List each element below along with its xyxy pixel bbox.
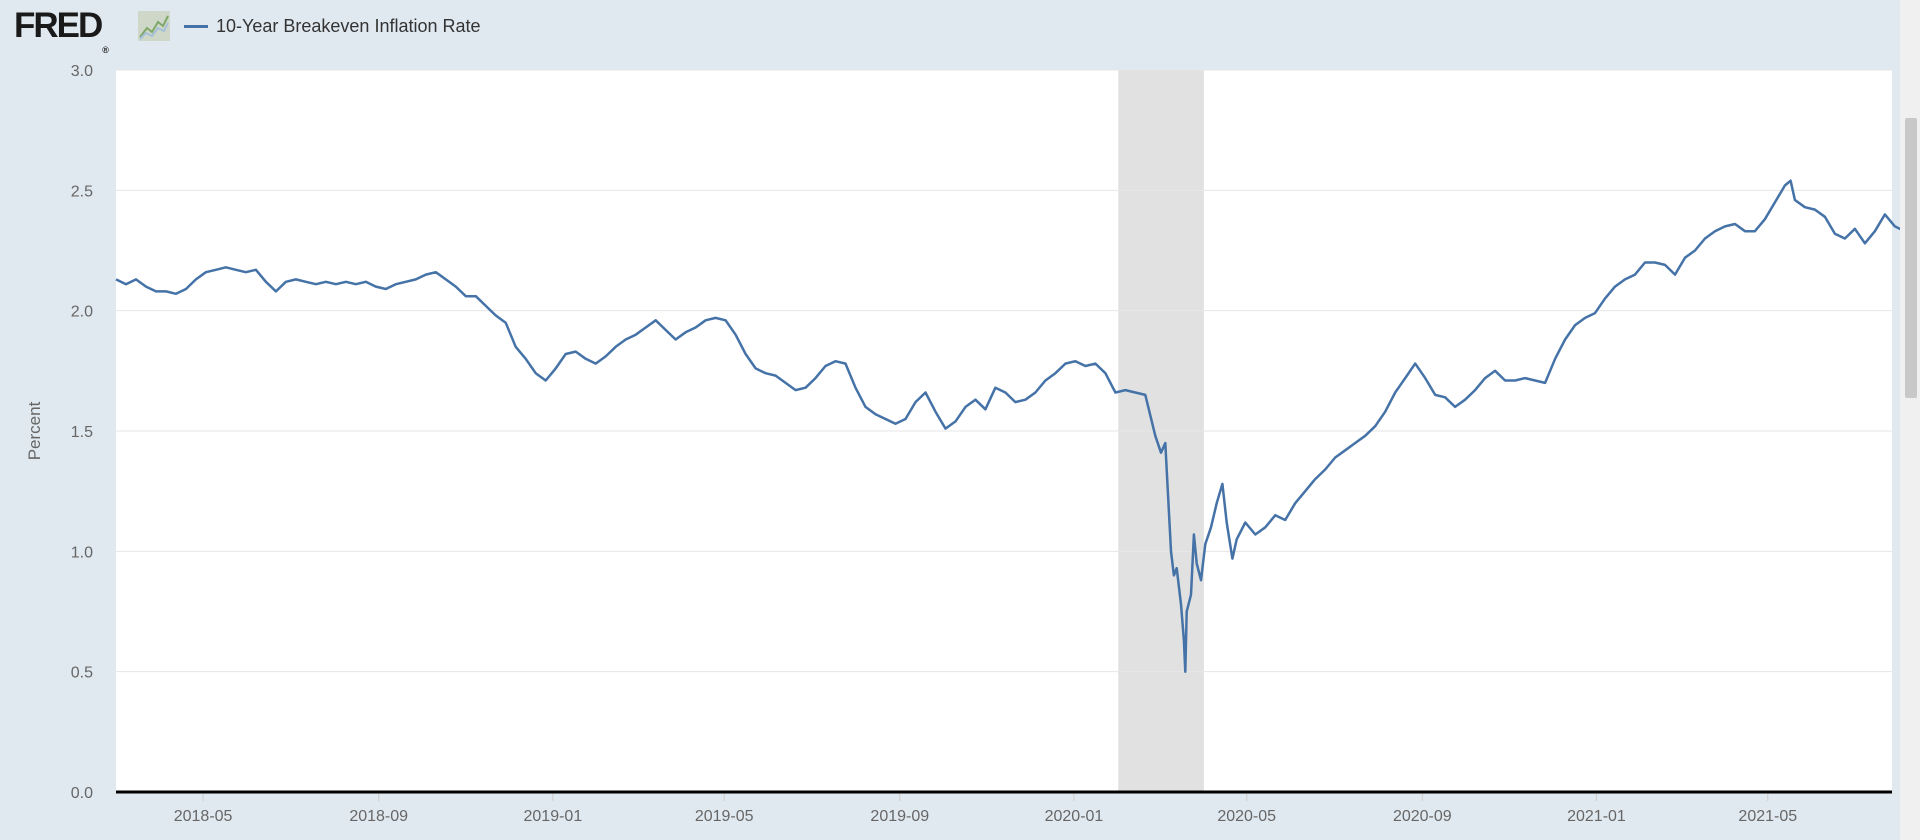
y-tick-label: 2.5 xyxy=(71,183,93,200)
vertical-scrollbar[interactable] xyxy=(1900,0,1920,840)
legend-swatch xyxy=(184,24,208,28)
series-line[interactable] xyxy=(115,179,1900,673)
x-tick-label: 2020-05 xyxy=(1217,808,1276,825)
y-tick-label: 1.0 xyxy=(71,544,93,561)
y-tick-label: 0.0 xyxy=(71,785,93,802)
x-axis-ticks: 2018-05 2018-09 2019-01 2019-05 2019-09 2020-… xyxy=(174,792,1797,825)
legend-label: 10-Year Breakeven Inflation Rate xyxy=(216,15,481,36)
y-tick-label: 3.0 xyxy=(71,63,93,80)
y-axis-label: Percent xyxy=(25,401,44,460)
chart-header: FRED® 10-Year Breakeven Inflation Rate xyxy=(0,0,1900,55)
y-axis-ticks: 0.0 0.5 1.0 1.5 2.0 2.5 3.0 xyxy=(71,63,93,802)
y-tick-label: 1.5 xyxy=(71,424,93,441)
y-tick-label: 0.5 xyxy=(71,665,93,682)
x-tick-label: 2018-09 xyxy=(349,808,408,825)
y-tick-label: 2.0 xyxy=(71,304,93,321)
x-tick-label: 2021-01 xyxy=(1567,808,1626,825)
logo-registered-mark: ® xyxy=(102,45,109,55)
x-tick-label: 2018-05 xyxy=(174,808,233,825)
fred-logo[interactable]: FRED® xyxy=(14,6,109,55)
x-tick-label: 2021-05 xyxy=(1738,808,1797,825)
x-tick-label: 2019-05 xyxy=(695,808,754,825)
x-tick-label: 2020-01 xyxy=(1045,808,1104,825)
chart-line-icon xyxy=(138,11,170,41)
x-tick-label: 2020-09 xyxy=(1393,808,1452,825)
x-tick-label: 2019-09 xyxy=(870,808,929,825)
chart-legend[interactable]: 10-Year Breakeven Inflation Rate xyxy=(184,14,481,38)
scrollbar-thumb[interactable] xyxy=(1905,118,1917,398)
series-line-group xyxy=(115,179,1900,673)
x-tick-label: 2019-01 xyxy=(524,808,583,825)
logo-text: FRED xyxy=(14,6,103,45)
